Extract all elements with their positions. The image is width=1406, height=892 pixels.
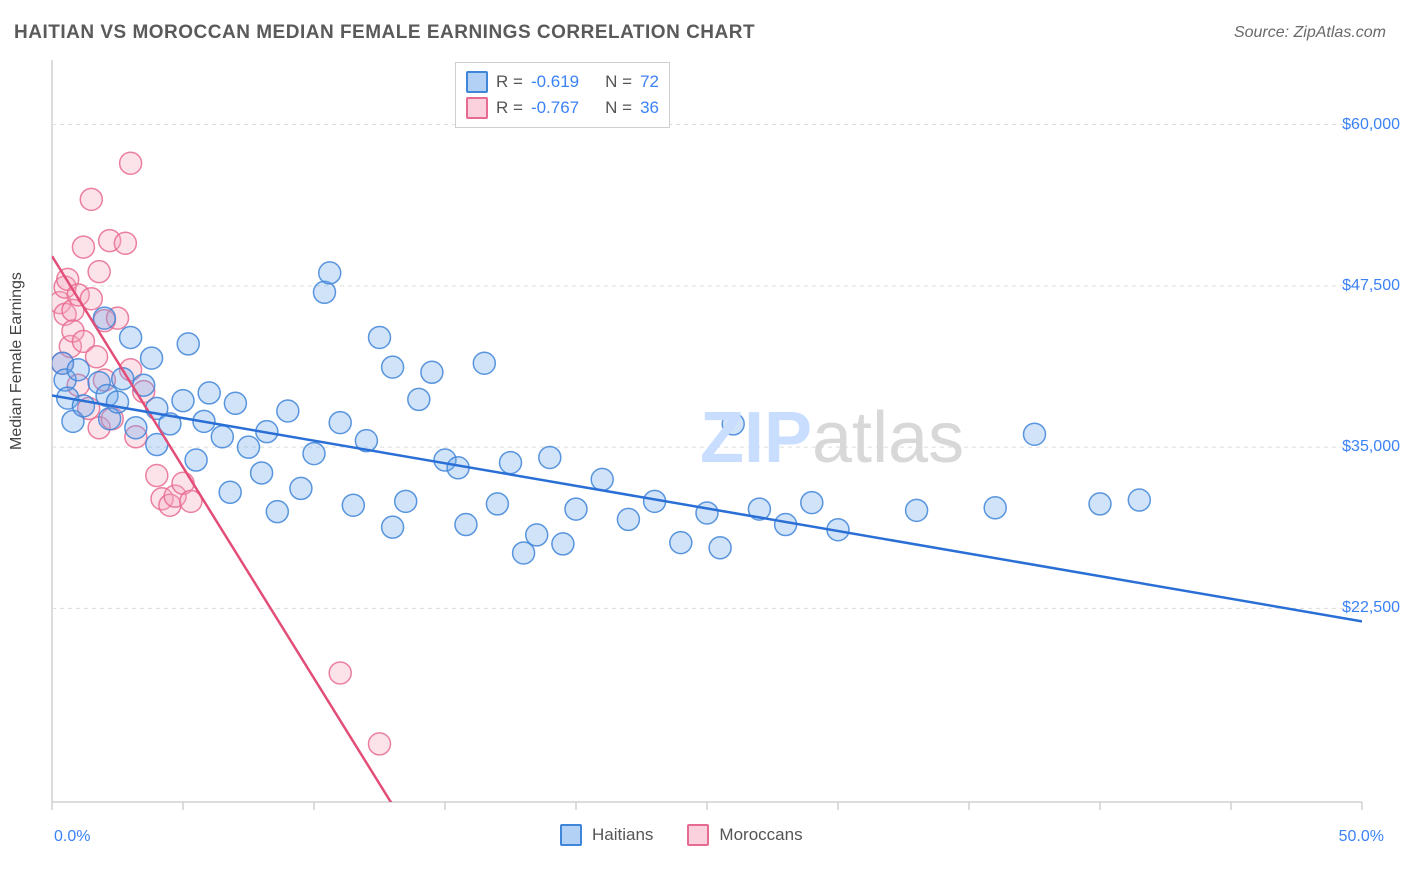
n-value-moroccans: 36: [640, 98, 659, 118]
scatter-plot: [50, 58, 1390, 818]
y-tick-label: $35,000: [1342, 438, 1400, 456]
series-label-moroccans: Moroccans: [719, 825, 802, 845]
chart-title: HAITIAN VS MOROCCAN MEDIAN FEMALE EARNIN…: [14, 22, 755, 44]
swatch-moroccans: [466, 97, 488, 119]
stats-legend: R = -0.619 N = 72 R = -0.767 N = 36: [455, 62, 670, 128]
source-label: Source: ZipAtlas.com: [1234, 24, 1386, 42]
series-label-haitians: Haitians: [592, 825, 653, 845]
y-axis-label: Median Female Earnings: [8, 272, 26, 450]
swatch-haitians: [466, 71, 488, 93]
n-label: N =: [605, 98, 632, 118]
r-label: R =: [496, 72, 523, 92]
y-tick-label: $22,500: [1342, 599, 1400, 617]
chart-container: HAITIAN VS MOROCCAN MEDIAN FEMALE EARNIN…: [0, 0, 1406, 892]
r-value-moroccans: -0.767: [531, 98, 579, 118]
n-label: N =: [605, 72, 632, 92]
r-label: R =: [496, 98, 523, 118]
n-value-haitians: 72: [640, 72, 659, 92]
r-value-haitians: -0.619: [531, 72, 579, 92]
legend-row-haitians: R = -0.619 N = 72: [466, 69, 659, 95]
x-axis-min-label: 0.0%: [54, 828, 90, 846]
y-tick-label: $60,000: [1342, 116, 1400, 134]
series-legend: Haitians Moroccans: [560, 824, 803, 846]
swatch-moroccans-icon: [687, 824, 709, 846]
x-axis-max-label: 50.0%: [1339, 828, 1384, 846]
y-tick-label: $47,500: [1342, 277, 1400, 295]
legend-row-moroccans: R = -0.767 N = 36: [466, 95, 659, 121]
swatch-haitians-icon: [560, 824, 582, 846]
